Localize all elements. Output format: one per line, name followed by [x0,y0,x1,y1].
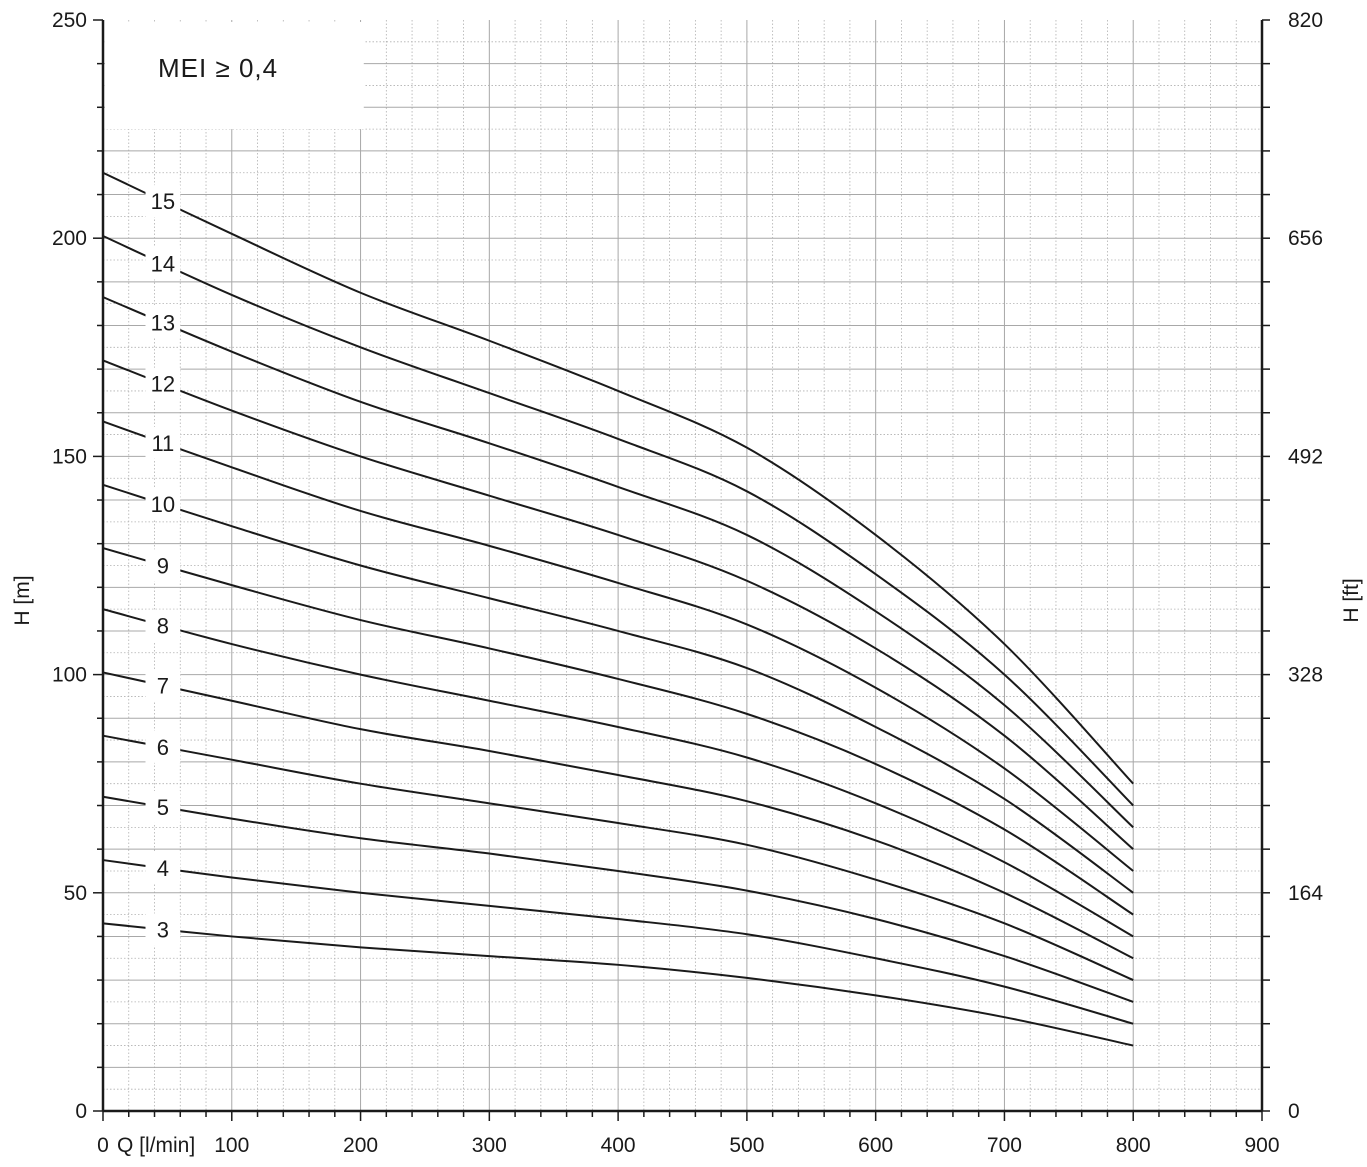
curve-label-background [145,669,181,702]
curve-label-5: 5 [157,795,169,820]
mei-annotation: MEI ≥ 0,4 [158,53,278,83]
curve-line-9 [102,547,1134,916]
major-grid [103,20,1262,1111]
curve-line-3 [102,922,1134,1047]
x-axis-label: Q [l/min] [117,1134,195,1157]
y2-tick-label: 164 [1288,882,1323,905]
y-tick-label: 200 [52,227,87,250]
curve-label-7: 7 [157,674,169,699]
x-tick-label: 600 [858,1134,893,1157]
curve-label-background [145,549,181,582]
curve-label-background [145,852,181,885]
tick-labels: 0 100 200 300 400 500 600 700 800 900050100150200… [52,9,1323,1157]
curve-label-background [145,913,181,946]
performance-curves: 3 4 5 6 7 8 9 10 11 12 13 14 15 [102,171,1134,1047]
curve-label-11: 11 [151,431,174,456]
y-tick-label: 100 [52,664,87,687]
curve-label-4: 4 [157,856,169,881]
curve-label-background [145,367,181,400]
curve-line-4 [102,859,1134,1025]
y2-tick-label: 656 [1288,227,1323,250]
y-tick-label: 250 [52,9,87,32]
x-tick-label: 300 [472,1134,507,1157]
curve-line-5 [102,795,1134,1003]
axes [101,20,1264,1113]
curve-line-6 [102,734,1134,981]
y-tick-label: 50 [64,882,87,905]
y2-tick-label: 492 [1288,445,1323,468]
curve-label-background [145,609,181,642]
x-tick-label: 0 [97,1134,109,1157]
x-tick-label: 400 [601,1134,636,1157]
curve-label-background [145,488,181,521]
curve-label-background [145,247,181,280]
curve-line-13 [102,296,1134,829]
curve-label-background [145,426,181,459]
curve-line-15 [102,171,1134,785]
x-tick-label: 900 [1244,1134,1279,1157]
y-axis-label: H [m] [11,575,34,625]
curve-label-13: 13 [151,310,175,335]
curve-label-background [145,790,181,823]
curve-label-12: 12 [151,372,175,397]
curve-label-10: 10 [151,492,175,517]
curve-label-background [145,306,181,339]
curve-line-14 [102,235,1134,807]
tick-marks [93,19,1270,1121]
curve-label-9: 9 [157,553,169,578]
curve-line-8 [102,608,1134,938]
annotation-box [105,22,364,130]
curve-label-3: 3 [157,917,169,942]
curve-label-background [145,730,181,763]
curve-label-8: 8 [157,613,169,638]
x-tick-label: 800 [1116,1134,1151,1157]
y2-tick-label: 328 [1288,664,1323,687]
y2-tick-label: 0 [1288,1100,1300,1123]
x-tick-label: 700 [987,1134,1022,1157]
y2-axis-label: H [ft] [1340,578,1363,622]
curve-label-14: 14 [151,251,175,276]
x-tick-label: 500 [729,1134,764,1157]
y-tick-label: 0 [75,1100,87,1123]
y-tick-label: 150 [52,445,87,468]
curve-line-12 [102,359,1134,850]
curve-label-6: 6 [157,735,169,760]
x-tick-label: 100 [214,1134,249,1157]
curve-label-15: 15 [151,189,175,214]
x-tick-label: 200 [343,1134,378,1157]
y2-tick-label: 820 [1288,9,1323,32]
curve-line-10 [102,483,1134,894]
curve-line-11 [102,420,1134,872]
curve-label-background [145,185,181,218]
curve-line-7 [102,671,1134,960]
